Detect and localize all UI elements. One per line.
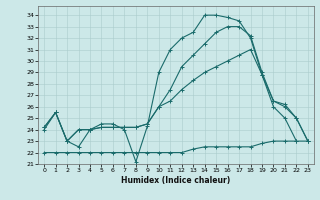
X-axis label: Humidex (Indice chaleur): Humidex (Indice chaleur) [121, 176, 231, 185]
